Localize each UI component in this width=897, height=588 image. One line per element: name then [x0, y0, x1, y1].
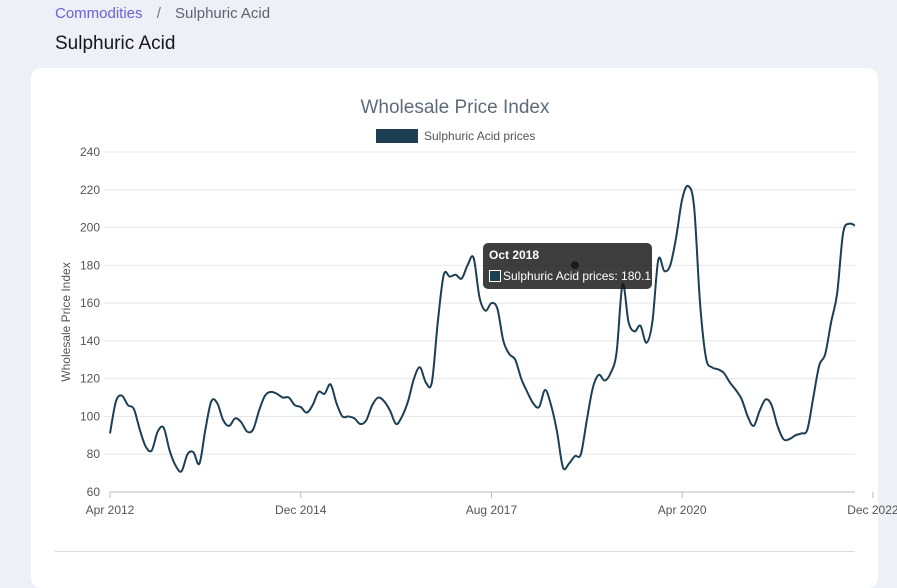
tooltip-swatch [489, 270, 501, 282]
x-tick-label: Dec 2014 [275, 503, 327, 517]
tooltip-title: Oct 2018 [489, 248, 540, 262]
y-tick-label: 180 [80, 258, 100, 272]
tooltip-label: Sulphuric Acid prices: 180.1 [503, 269, 652, 283]
chart-title: Wholesale Price Index [360, 97, 550, 118]
y-tick-label: 140 [80, 334, 100, 348]
y-tick-label: 100 [80, 409, 100, 423]
breadcrumb-link-commodities[interactable]: Commodities [55, 5, 143, 22]
y-tick-label: 200 [80, 221, 100, 235]
page-title: Sulphuric Acid [55, 33, 176, 54]
breadcrumb: Commodities / Sulphuric Acid [55, 5, 270, 22]
y-axis-label: Wholesale Price Index [59, 262, 73, 381]
breadcrumb-current: Sulphuric Acid [175, 5, 271, 22]
price-chart: Wholesale Price Index Sulphuric Acid pri… [59, 97, 897, 517]
y-tick-label: 160 [80, 296, 100, 310]
legend-swatch[interactable] [376, 129, 418, 143]
breadcrumb-separator: / [156, 5, 161, 22]
x-tick-label: Dec 2022 [847, 503, 897, 517]
chart-card [31, 68, 878, 588]
chart-tooltip: Oct 2018 Sulphuric Acid prices: 180.1 [483, 243, 652, 289]
y-tick-label: 80 [87, 447, 101, 461]
card-divider [55, 551, 855, 552]
x-tick-label: Apr 2012 [86, 503, 135, 517]
y-tick-label: 240 [80, 145, 100, 159]
legend-label[interactable]: Sulphuric Acid prices [424, 129, 535, 143]
x-tick-label: Aug 2017 [466, 503, 518, 517]
y-tick-label: 220 [80, 183, 100, 197]
y-tick-label: 120 [80, 372, 100, 386]
x-tick-label: Apr 2020 [658, 503, 707, 517]
series-line-sulphuric-acid[interactable] [109, 184, 856, 473]
y-tick-label: 60 [87, 485, 101, 499]
